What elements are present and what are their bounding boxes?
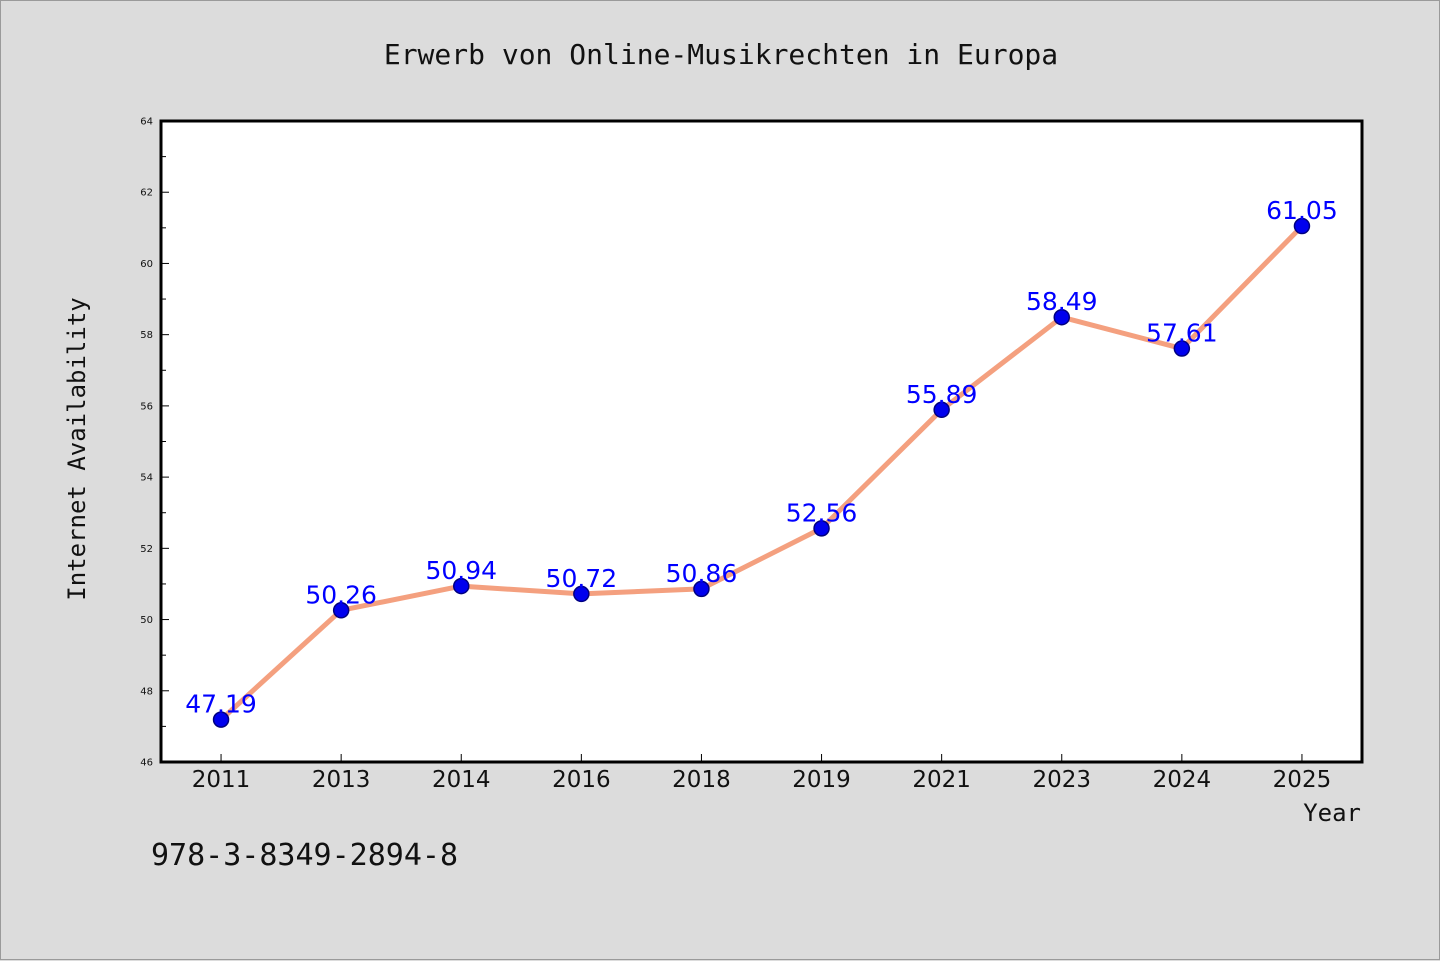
isbn-annotation: 978-3-8349-2894-8 bbox=[151, 838, 458, 873]
plot-area bbox=[159, 119, 1364, 764]
x-tick-label: 2023 bbox=[1032, 767, 1091, 793]
data-label: 58.49 bbox=[1026, 287, 1098, 316]
x-tick-label: 2018 bbox=[672, 767, 731, 793]
data-point bbox=[693, 580, 710, 598]
data-point bbox=[813, 520, 830, 537]
data-label: 57.61 bbox=[1146, 319, 1218, 348]
y-tick-label: 62 bbox=[140, 188, 153, 199]
y-tick-label: 58 bbox=[140, 330, 153, 341]
x-tick-label: 2024 bbox=[1153, 767, 1212, 793]
data-label: 55.89 bbox=[906, 380, 978, 409]
x-tick-label: 2021 bbox=[912, 767, 971, 793]
chart-title: Erwerb von Online-Musikrechten in Europa bbox=[384, 38, 1058, 71]
data-point bbox=[1053, 308, 1070, 326]
y-tick-label: 48 bbox=[140, 686, 153, 697]
data-point bbox=[933, 401, 950, 419]
data-label: 50.72 bbox=[546, 564, 618, 593]
data-point bbox=[1173, 340, 1191, 357]
data-point bbox=[573, 585, 590, 603]
x-tick-label: 2013 bbox=[312, 767, 371, 793]
y-tick-label: 52 bbox=[140, 544, 153, 555]
y-axis-label: Internet Availability bbox=[63, 297, 91, 600]
x-tick-label: 2025 bbox=[1273, 767, 1332, 793]
series-group: 47.19 50.26 50.94 50.72 50.86 52.56 55.89 58.49… bbox=[185, 196, 1338, 728]
data-label: 50.94 bbox=[425, 556, 497, 585]
data-point bbox=[332, 602, 350, 619]
data-point bbox=[212, 711, 230, 728]
x-tick-label: 2011 bbox=[192, 767, 251, 793]
y-axis: 46 48 50 52 54 56 58 60 62 64 bbox=[140, 117, 169, 769]
data-label: 50.86 bbox=[666, 559, 738, 588]
data-point bbox=[453, 577, 470, 595]
data-label: 47.19 bbox=[185, 690, 257, 719]
y-tick-label: 60 bbox=[140, 259, 153, 270]
data-label: 61.05 bbox=[1266, 196, 1338, 225]
data-label: 50.26 bbox=[305, 580, 377, 609]
y-tick-label: 54 bbox=[140, 473, 153, 484]
y-tick-label: 64 bbox=[140, 117, 153, 128]
x-axis: 2011 2013 2014 2016 2018 2019 2021 2023 2024 2025 bbox=[192, 754, 1331, 793]
x-tick-label: 2014 bbox=[432, 767, 491, 793]
x-axis-label: Year bbox=[1303, 799, 1361, 827]
data-label: 52.56 bbox=[786, 498, 858, 527]
x-tick-label: 2019 bbox=[792, 767, 851, 793]
y-tick-label: 50 bbox=[140, 615, 153, 626]
data-point bbox=[1293, 217, 1311, 235]
series-line bbox=[218, 223, 1305, 723]
y-tick-label: 56 bbox=[140, 401, 153, 412]
x-tick-label: 2016 bbox=[552, 767, 611, 793]
y-tick-label: 46 bbox=[140, 758, 153, 769]
